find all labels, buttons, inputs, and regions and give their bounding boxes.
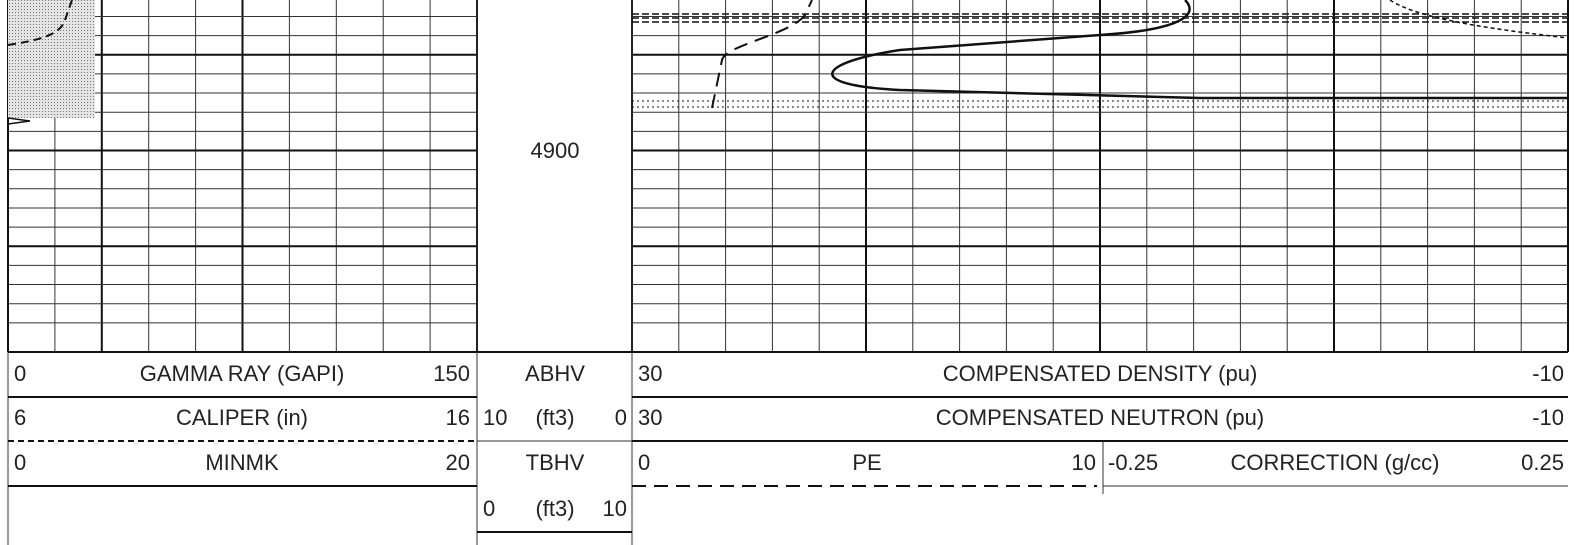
scale-max: -10 [1532, 361, 1564, 386]
curve-name: ABHV [525, 361, 585, 386]
unit: (ft3) [535, 405, 574, 430]
scale-min: 30 [638, 405, 662, 430]
curves [7, 0, 1569, 125]
header-lines [7, 351, 1568, 545]
curve-name: COMPENSATED NEUTRON (pu) [936, 405, 1264, 430]
scale-min: 10 [483, 405, 507, 430]
shading [8, 0, 95, 118]
scale-min: 6 [14, 405, 26, 430]
curve-name: CORRECTION (g/cc) [1231, 450, 1440, 475]
curve-name: PE [852, 450, 881, 475]
curve-name: TBHV [526, 450, 585, 475]
grid [7, 0, 1569, 352]
curve-name: GAMMA RAY (GAPI) [140, 361, 345, 386]
scale-max: 20 [446, 450, 470, 475]
scale-max: 0 [615, 405, 627, 430]
unit: (ft3) [535, 496, 574, 521]
scale-max: 150 [433, 361, 470, 386]
scale-min: 0 [14, 361, 26, 386]
scale-min: 0 [638, 450, 650, 475]
headers: 0 GAMMA RAY (GAPI) 150 6 CALIPER (in) 16… [14, 361, 1564, 521]
scale-min: 30 [638, 361, 662, 386]
curve-name: COMPENSATED DENSITY (pu) [943, 361, 1258, 386]
curve-name: MINMK [205, 450, 279, 475]
scale-max: 10 [603, 496, 627, 521]
scale-min: -0.25 [1108, 450, 1158, 475]
scale-max: 16 [446, 405, 470, 430]
curve-name: CALIPER (in) [176, 405, 308, 430]
scale-min: 0 [483, 496, 495, 521]
scale-max: -10 [1532, 405, 1564, 430]
scale-max: 10 [1072, 450, 1096, 475]
scale-max: 0.25 [1521, 450, 1564, 475]
depth-label: 4900 [531, 138, 580, 163]
scale-min: 0 [14, 450, 26, 475]
